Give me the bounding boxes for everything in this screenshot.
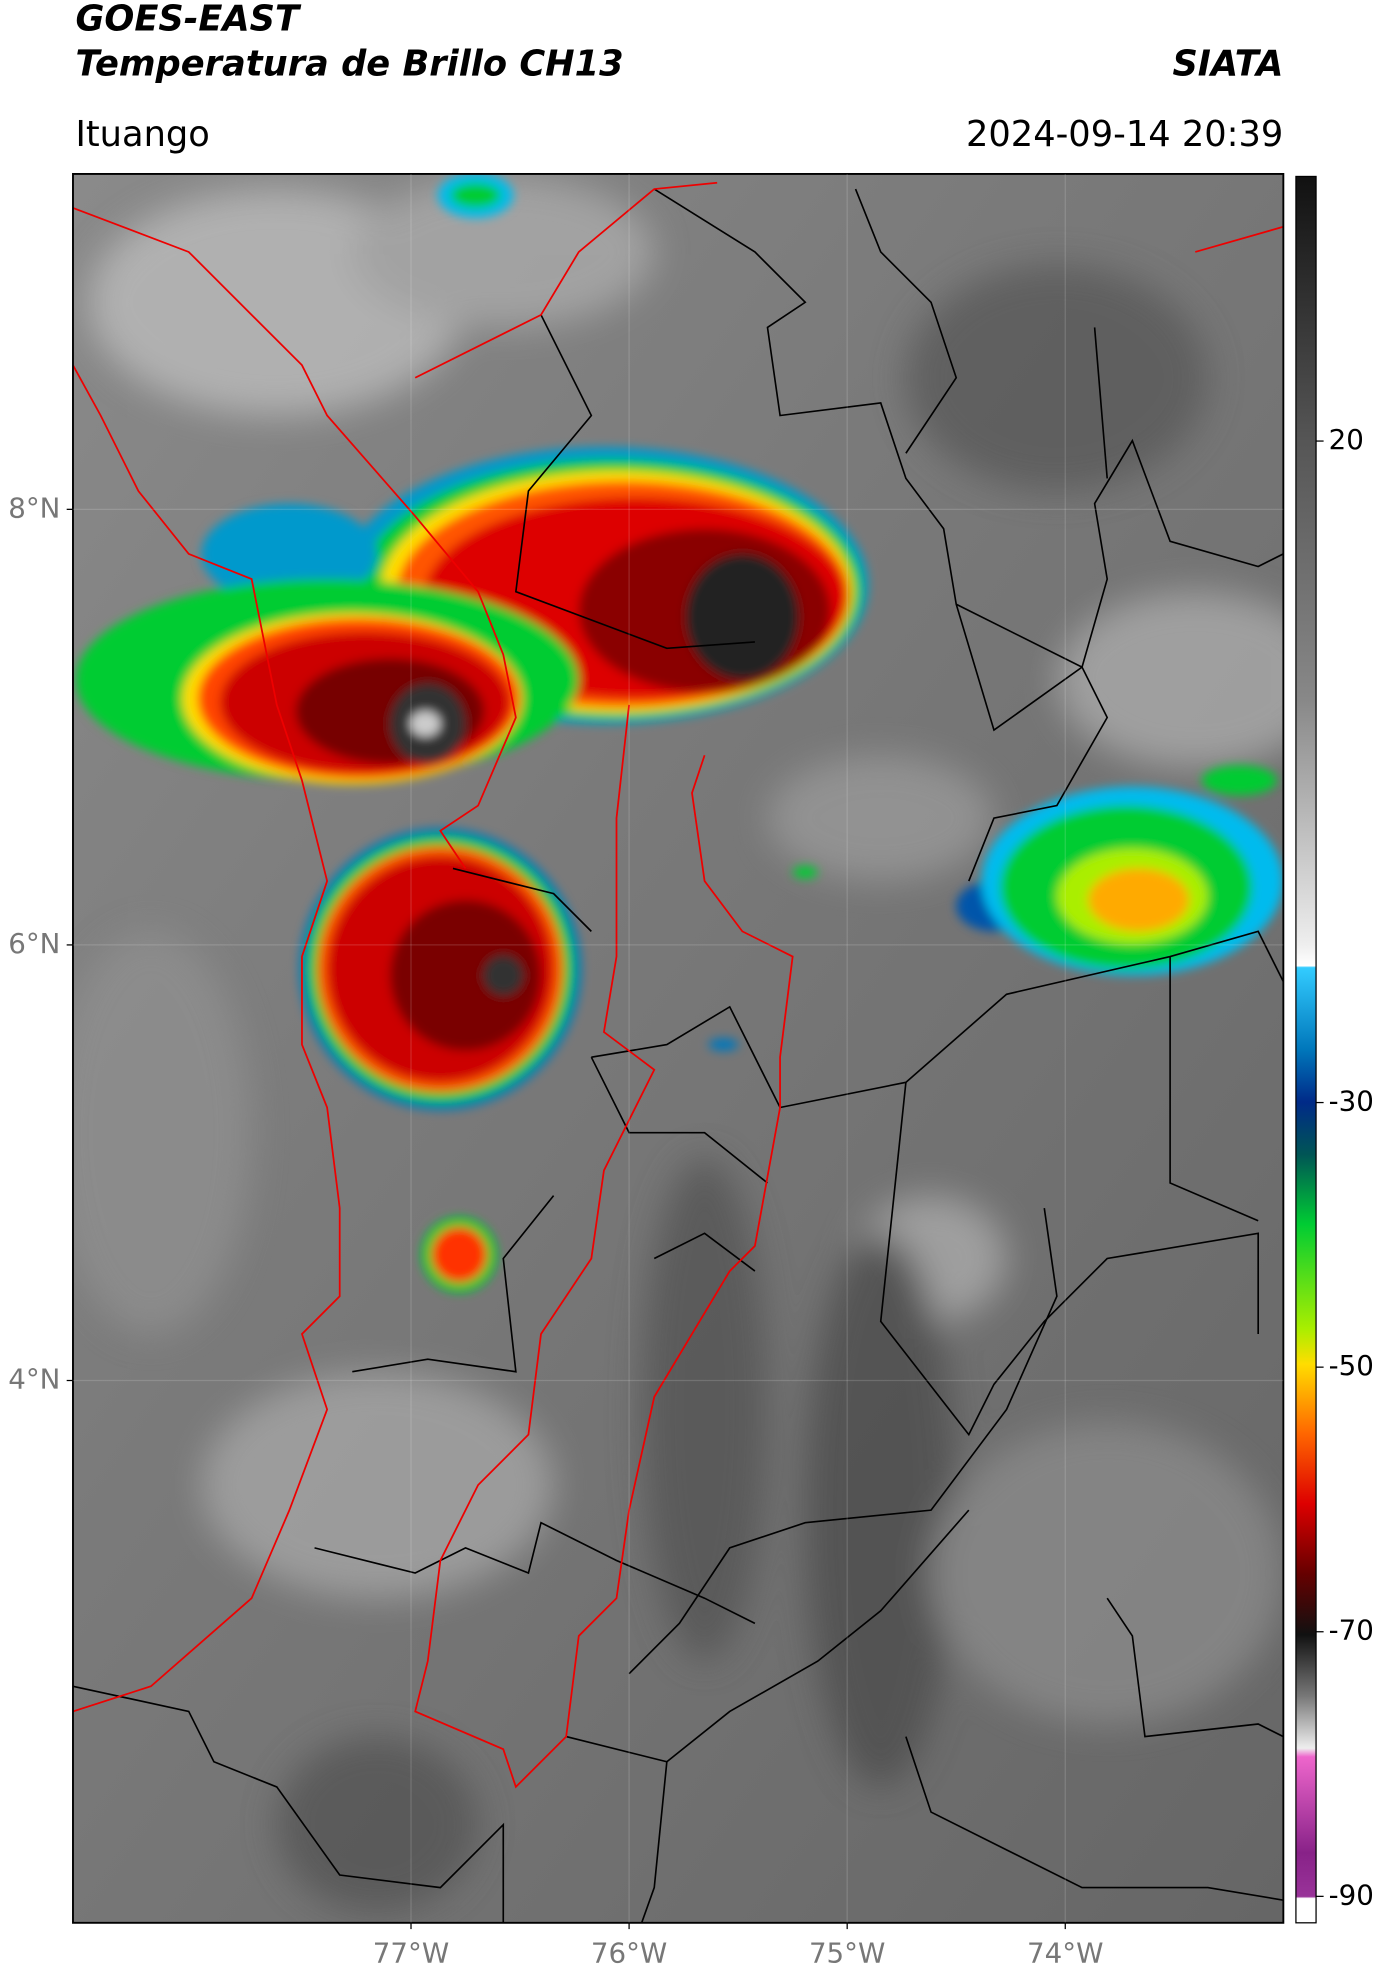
brand: SIATA: [1172, 44, 1283, 85]
title: GOES-EAST: [75, 0, 302, 39]
satellite-image: [72, 173, 1284, 1923]
lon-tick-label: 74°W: [1027, 1936, 1103, 1969]
lat-tick-label: 6°N: [8, 927, 60, 960]
lat-tick-label: 4°N: [8, 1363, 60, 1396]
colorbar-label: -70: [1329, 1614, 1374, 1647]
datetime: 2024-09-14 20:39: [966, 114, 1283, 155]
lat-tick-label: 8°N: [8, 491, 60, 524]
colorbar-label: -50: [1329, 1349, 1374, 1382]
lon-tick-label: 76°W: [591, 1936, 667, 1969]
lon-tick-label: 75°W: [809, 1936, 885, 1969]
lon-tick-label: 77°W: [373, 1936, 449, 1969]
colorbar-label: -90: [1329, 1878, 1374, 1911]
colorbar-label: -30: [1329, 1085, 1374, 1118]
map-frame: [72, 172, 1285, 1924]
subtitle: Temperatura de Brillo CH13: [75, 44, 623, 85]
colorbar-label: 20: [1329, 423, 1364, 456]
location: Ituango: [75, 114, 209, 155]
colorbar: [1295, 175, 1317, 1924]
